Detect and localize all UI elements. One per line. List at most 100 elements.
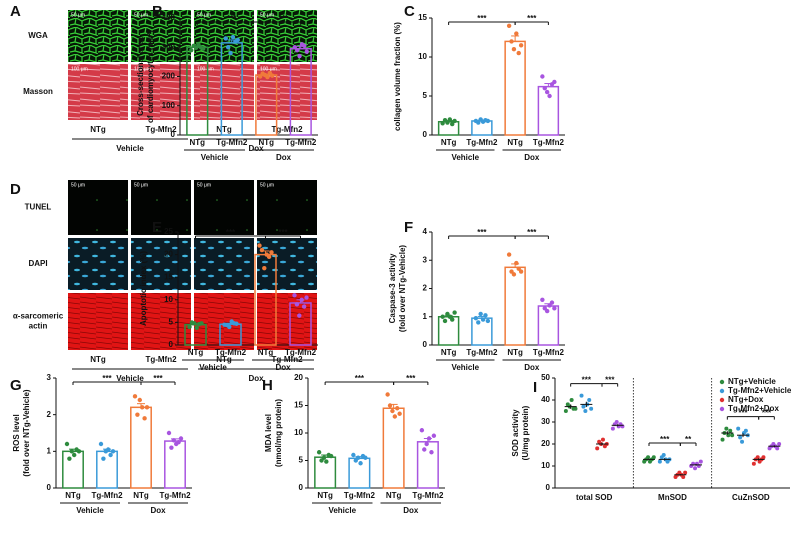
- legend-label: Tg-Mfn2+Dox: [728, 404, 779, 413]
- data-point: [431, 433, 437, 438]
- data-point: [178, 436, 184, 441]
- y-tick-label: 10: [164, 295, 173, 304]
- y-tick-label: 30: [541, 417, 550, 426]
- x-tick-label: Tg-Mfn2: [412, 491, 444, 500]
- x-tick-label: NTg: [258, 348, 274, 357]
- data-point: [552, 306, 557, 311]
- y-tick-label: 15: [294, 401, 303, 410]
- y-axis-label: Apoptotic index (%): [139, 251, 148, 326]
- data-point: [540, 74, 545, 79]
- bar: [437, 316, 460, 346]
- y-tick-label: 0: [423, 340, 428, 349]
- data-point: [76, 449, 82, 454]
- data-point: [299, 297, 304, 302]
- data-point: [196, 42, 201, 47]
- y-axis-label: Caspase-3 activity(fold over NTg-Vehicle…: [388, 245, 407, 332]
- row-label-line: actin: [29, 322, 48, 331]
- y-axis-label: MDA level(nmol/mg protein): [264, 399, 283, 467]
- scale-label: 50 μm: [260, 12, 274, 18]
- x-tick-label: NTg: [258, 138, 274, 147]
- data-point: [516, 50, 521, 56]
- data-point: [228, 50, 233, 56]
- panel-letter: H: [262, 377, 273, 394]
- data-point: [193, 45, 199, 51]
- data-point: [542, 86, 547, 91]
- data-point: [265, 74, 270, 80]
- column-label: Tg-Mfn2: [271, 125, 303, 134]
- data-point: [294, 302, 300, 307]
- data-point: [589, 406, 594, 411]
- y-tick-label: 5: [423, 91, 428, 100]
- legend-marker: [719, 379, 725, 385]
- x-tick-label: NTg: [507, 138, 523, 147]
- data-point: [144, 405, 150, 410]
- data-point: [302, 43, 307, 48]
- data-point: [476, 120, 481, 125]
- data-point: [192, 321, 197, 326]
- bar: [382, 407, 405, 489]
- data-point: [137, 397, 142, 403]
- row-label: DAPI: [28, 259, 47, 268]
- data-point: [201, 46, 206, 51]
- data-point: [657, 459, 662, 464]
- y-tick-label: 300: [162, 42, 176, 51]
- data-point: [297, 313, 302, 318]
- data-point: [452, 310, 457, 315]
- group-label: Vehicle: [116, 374, 144, 383]
- column-label: Tg-Mfn2: [145, 125, 177, 134]
- data-point: [450, 121, 455, 127]
- data-point: [761, 455, 766, 460]
- group-label: Vehicle: [451, 363, 479, 372]
- data-point: [720, 437, 725, 442]
- data-point: [440, 121, 445, 126]
- scale-label: 100 μm: [71, 66, 88, 72]
- data-point: [614, 420, 619, 424]
- y-axis-label: SOD activity(U/mg protein): [511, 405, 530, 460]
- group-label: Dox: [275, 363, 291, 372]
- significance-label: ***: [582, 376, 592, 385]
- y-tick-label: 1: [47, 446, 52, 455]
- micrograph: [257, 238, 317, 290]
- data-point: [363, 455, 368, 460]
- y-tick-label: 0: [171, 130, 176, 139]
- y-tick-label: 0: [47, 483, 52, 492]
- data-point: [187, 324, 192, 330]
- scale-label: 50 μm: [71, 12, 85, 18]
- row-label-line: WGA: [28, 31, 48, 40]
- y-tick-label: 100: [162, 101, 176, 110]
- data-point: [452, 118, 457, 124]
- data-point: [266, 254, 272, 260]
- micrograph: [194, 10, 254, 62]
- x-tick-label: NTg: [189, 138, 205, 147]
- data-point: [64, 441, 70, 447]
- micrograph: [68, 10, 128, 62]
- x-tick-label: CuZnSOD: [732, 493, 770, 502]
- y-tick-label: 0: [423, 130, 428, 139]
- group-label: Vehicle: [76, 506, 104, 515]
- data-point: [738, 435, 743, 440]
- legend-label: NTg+Dox: [728, 395, 764, 404]
- significance-label: ***: [278, 228, 288, 237]
- x-tick-label: Tg-Mfn2: [91, 491, 123, 500]
- x-tick-label: Tg-Mfn2: [533, 138, 565, 147]
- data-point: [199, 321, 204, 326]
- y-tick-label: 15: [164, 272, 173, 281]
- data-point: [540, 297, 545, 302]
- y-axis-label-line: (fold over NTg-Vehicle): [22, 389, 31, 476]
- data-point: [478, 311, 483, 317]
- scale-label: 50 μm: [134, 12, 148, 18]
- micrograph: [131, 10, 191, 62]
- legend-marker: [719, 397, 725, 403]
- data-point: [321, 455, 327, 460]
- group-label: Vehicle: [328, 506, 356, 515]
- group-label: Dox: [150, 506, 166, 515]
- data-point: [581, 404, 586, 409]
- y-axis-label-line: (U/mg protein): [521, 405, 530, 460]
- data-point: [730, 433, 735, 438]
- significance-label: ***: [660, 435, 670, 444]
- significance-label: ***: [406, 374, 416, 383]
- x-tick-label: Tg-Mfn2: [344, 491, 376, 500]
- x-tick-label: NTg: [133, 491, 149, 500]
- data-point: [387, 403, 393, 408]
- significance-label: ***: [227, 14, 237, 23]
